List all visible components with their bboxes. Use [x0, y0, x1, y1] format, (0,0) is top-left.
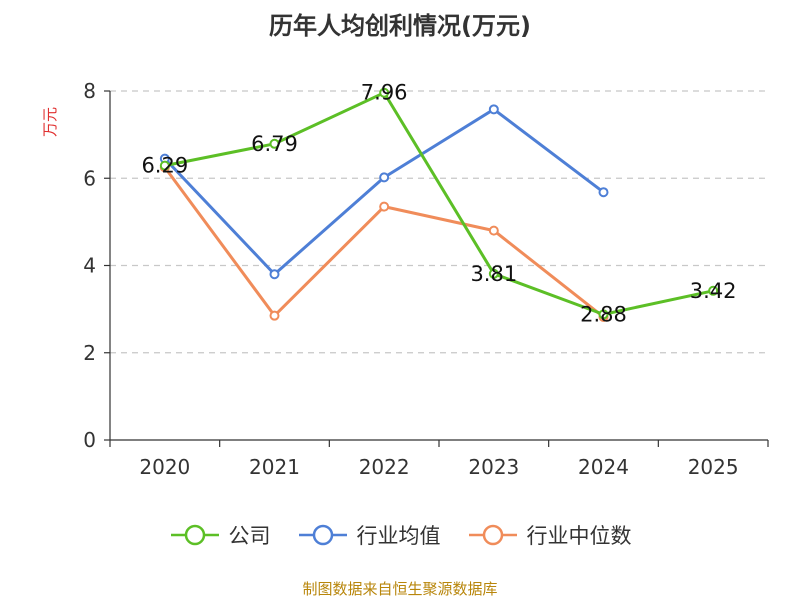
- data-point: [269, 269, 280, 280]
- legend-label: 行业均值: [356, 524, 441, 548]
- series-line-1: [163, 107, 605, 276]
- data-label: 6.79: [251, 132, 298, 156]
- legend-item[interactable]: 行业均值: [297, 520, 441, 550]
- legend-label: 公司: [228, 524, 271, 548]
- x-tick-label: 2024: [578, 455, 629, 479]
- y-tick-label: 2: [83, 341, 96, 365]
- data-point: [269, 138, 280, 149]
- data-label: 7.96: [361, 81, 408, 105]
- series-line-2: [163, 166, 605, 319]
- x-tick-label: 2025: [688, 455, 739, 479]
- data-point: [159, 160, 170, 171]
- x-tick-label: 2020: [139, 455, 190, 479]
- data-point: [269, 310, 280, 321]
- x-tick-label: 2021: [249, 455, 300, 479]
- data-point: [598, 309, 609, 320]
- legend-item[interactable]: 行业中位数: [467, 520, 632, 550]
- legend-line-circle-icon: [170, 524, 219, 546]
- legend-item[interactable]: 公司: [169, 520, 271, 550]
- y-axis-label: 万元: [41, 107, 59, 137]
- data-point: [488, 268, 499, 279]
- y-tick-label: 8: [83, 79, 96, 103]
- data-label: 2.88: [580, 302, 627, 326]
- series-line-0: [164, 91, 714, 316]
- data-point: [379, 201, 390, 212]
- x-tick-label: 2022: [359, 455, 410, 479]
- legend-line-circle-icon: [468, 524, 517, 546]
- data-point: [379, 172, 390, 183]
- legend-label: 行业中位数: [526, 524, 632, 548]
- data-label: 6.29: [141, 154, 188, 178]
- data-point: [488, 104, 499, 115]
- x-tick-label: 2023: [468, 455, 519, 479]
- chart-title: 历年人均创利情况(万元): [269, 12, 531, 40]
- y-tick-label: 6: [83, 166, 96, 190]
- data-point: [379, 87, 390, 98]
- chart-legend: 公司 行业均值 行业中位数: [0, 520, 800, 550]
- y-tick-label: 4: [83, 254, 96, 278]
- data-source-note: 制图数据来自恒生聚源数据库: [302, 580, 498, 598]
- legend-line-circle-icon: [298, 524, 347, 546]
- data-label: 3.81: [470, 262, 517, 286]
- data-label: 3.42: [690, 279, 737, 303]
- y-tick-label: 0: [83, 428, 96, 452]
- data-point: [708, 285, 719, 296]
- data-point: [488, 225, 499, 236]
- data-point: [598, 187, 609, 198]
